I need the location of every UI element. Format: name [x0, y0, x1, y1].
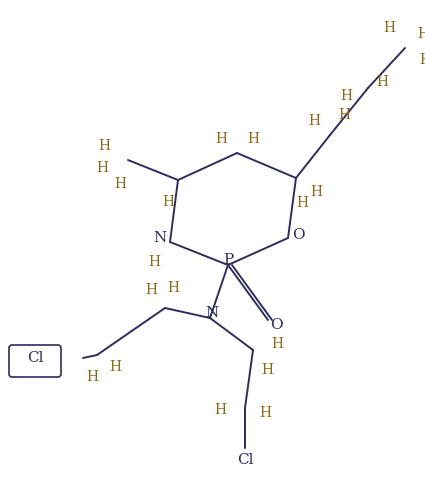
Text: H: H	[148, 255, 160, 269]
Text: O: O	[292, 228, 304, 242]
Text: H: H	[271, 337, 283, 351]
Text: H: H	[419, 53, 425, 67]
Text: H: H	[86, 370, 98, 384]
Text: H: H	[145, 283, 157, 297]
Text: N: N	[153, 231, 167, 245]
Text: H: H	[308, 114, 320, 128]
Text: H: H	[96, 161, 108, 175]
Text: H: H	[261, 363, 273, 377]
Text: P: P	[223, 253, 233, 267]
Text: N: N	[205, 306, 218, 320]
Text: H: H	[383, 21, 395, 35]
Text: H: H	[109, 360, 121, 374]
Text: H: H	[98, 139, 110, 153]
Text: H: H	[340, 89, 352, 103]
Text: H: H	[376, 75, 388, 89]
Text: H: H	[162, 195, 174, 209]
Text: H: H	[417, 27, 425, 41]
Text: H: H	[338, 108, 350, 122]
Text: H: H	[215, 132, 227, 146]
Text: O: O	[270, 318, 282, 332]
Text: Cl: Cl	[27, 351, 43, 365]
Text: Cl: Cl	[237, 453, 253, 467]
Text: H: H	[259, 406, 271, 420]
Text: H: H	[247, 132, 259, 146]
Text: H: H	[167, 281, 179, 295]
FancyBboxPatch shape	[9, 345, 61, 377]
Text: H: H	[296, 196, 308, 210]
Text: H: H	[114, 177, 126, 191]
Text: H: H	[214, 403, 226, 417]
Text: H: H	[310, 185, 322, 199]
